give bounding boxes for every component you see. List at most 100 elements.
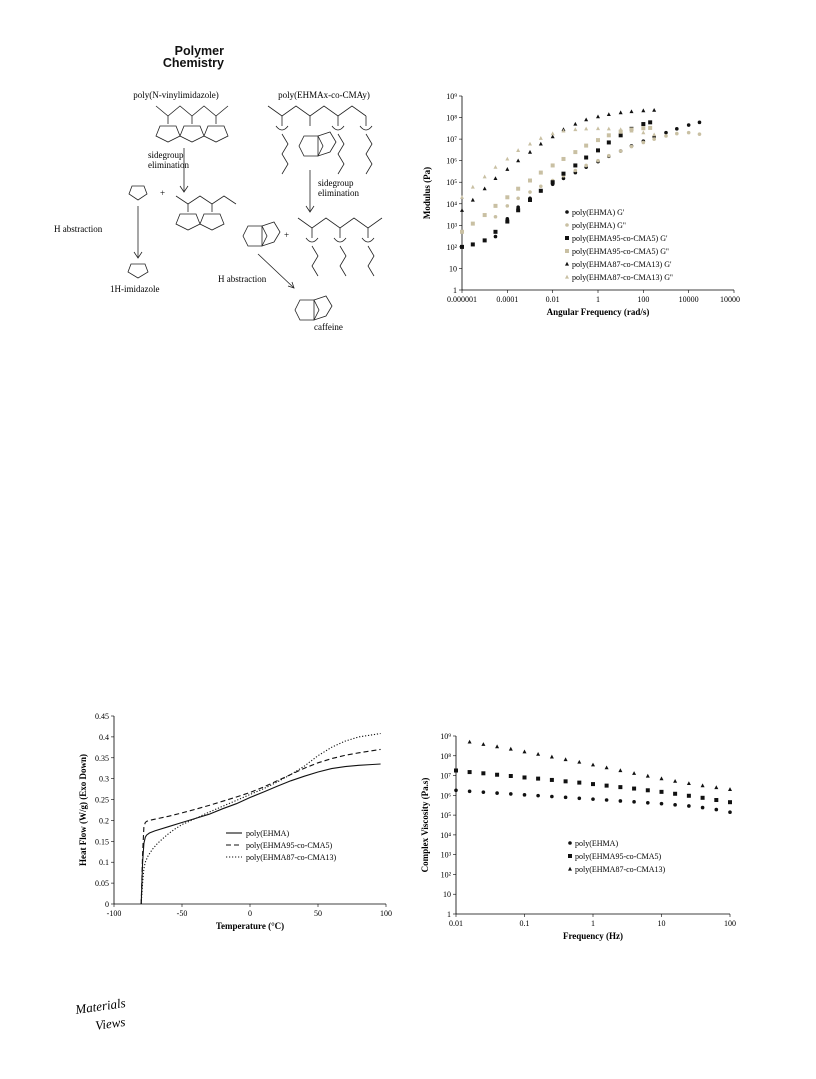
data-point: [482, 238, 487, 243]
y-tick-label: 10³: [441, 851, 452, 860]
data-point: [641, 130, 646, 135]
data-point: [470, 197, 475, 202]
data-point: [536, 776, 541, 781]
data-point: [516, 196, 520, 201]
legend-label: poly(EHMA87-co-CMA13) G'': [572, 273, 673, 282]
data-point: [645, 773, 650, 778]
scheme-h-abstraction-left: H abstraction: [54, 224, 103, 234]
data-point: [454, 788, 458, 793]
data-point: [460, 208, 464, 212]
data-point: [573, 150, 578, 155]
data-point: [728, 810, 732, 815]
data-point: [648, 120, 653, 125]
x-tick-label: 1: [596, 295, 600, 304]
data-point: [629, 144, 634, 149]
data-point: [460, 244, 464, 249]
data-point: [516, 158, 521, 163]
data-point: [618, 110, 623, 115]
data-point: [675, 127, 679, 131]
scheme-elimination-right-line1: sidegroup: [318, 178, 354, 188]
data-point: [493, 234, 498, 239]
data-point: [573, 168, 578, 173]
legend-label: poly(EHMA): [575, 839, 618, 848]
data-point: [482, 213, 487, 218]
data-point: [606, 133, 611, 138]
data-point: [528, 178, 532, 183]
data-point: [550, 131, 555, 136]
x-axis-title: Temperature (°C): [216, 921, 284, 931]
y-tick-label: 10²: [447, 243, 458, 252]
legend-label: poly(EHMA87-co-CMA13): [575, 865, 666, 874]
x-tick-label: 50: [314, 909, 322, 918]
data-point: [728, 800, 732, 805]
data-point: [495, 791, 499, 795]
data-point: [505, 167, 510, 171]
data-point: [460, 195, 464, 199]
data-point: [607, 153, 611, 158]
data-point: [604, 765, 609, 770]
data-point: [606, 126, 611, 131]
data-point: [563, 779, 568, 784]
data-point: [481, 742, 486, 746]
y-tick-label: 10: [443, 890, 451, 899]
x-tick-label: 0.1: [520, 919, 530, 928]
data-point: [563, 795, 568, 800]
legend-swatch: [565, 249, 569, 253]
y-tick-label: 10⁴: [446, 200, 457, 209]
legend-swatch: [568, 841, 572, 845]
scheme-product-left: 1H-imidazole: [110, 284, 159, 294]
data-point: [550, 794, 554, 799]
data-point: [550, 180, 555, 185]
data-point: [618, 127, 623, 132]
data-point: [528, 190, 532, 194]
data-point: [454, 768, 458, 773]
data-point: [652, 107, 657, 112]
legend-swatch: [565, 274, 569, 279]
data-point: [596, 148, 600, 153]
data-point: [508, 746, 513, 751]
data-point: [728, 787, 732, 791]
scheme-product-right: caffeine: [314, 322, 343, 332]
data-point: [652, 137, 656, 141]
x-tick-label: 0: [248, 909, 252, 918]
legend-label: poly(EHMA95-co-CMA5): [575, 852, 662, 861]
data-point: [700, 795, 705, 800]
data-point: [641, 140, 646, 145]
data-point: [522, 775, 527, 780]
data-point: [659, 789, 664, 794]
legend-label: poly(EHMA) G': [572, 208, 625, 217]
data-point: [550, 134, 555, 139]
y-tick-label: 0.25: [95, 796, 109, 805]
data-point: [641, 122, 646, 127]
data-point: [538, 170, 543, 175]
y-tick-label: 0.45: [95, 712, 109, 721]
data-point: [629, 128, 634, 133]
y-tick-label: 0.35: [95, 754, 109, 763]
data-point: [538, 141, 543, 146]
data-point: [591, 782, 595, 787]
data-point: [482, 186, 487, 191]
data-point: [686, 130, 691, 135]
data-point: [632, 800, 636, 804]
data-point: [577, 780, 582, 785]
legend-swatch: [568, 866, 572, 871]
data-point: [538, 136, 543, 140]
data-point: [561, 171, 566, 176]
data-point: [495, 772, 500, 777]
data-point: [467, 770, 472, 775]
x-tick-label: -100: [107, 909, 122, 918]
y-tick-label: 0: [105, 900, 109, 909]
data-point: [596, 138, 600, 143]
y-tick-label: 10⁶: [440, 791, 451, 800]
scheme-h-abstraction-right: H abstraction: [218, 274, 267, 284]
y-tick-label: 10⁶: [446, 157, 457, 166]
data-point: [467, 789, 472, 794]
x-axis-title: Angular Frequency (rad/s): [547, 307, 650, 317]
y-tick-label: 0.3: [99, 775, 109, 784]
data-point: [505, 219, 510, 224]
data-point: [675, 131, 679, 136]
data-point: [673, 778, 678, 783]
data-point: [470, 242, 475, 247]
data-point: [596, 158, 600, 163]
data-point: [505, 156, 510, 161]
